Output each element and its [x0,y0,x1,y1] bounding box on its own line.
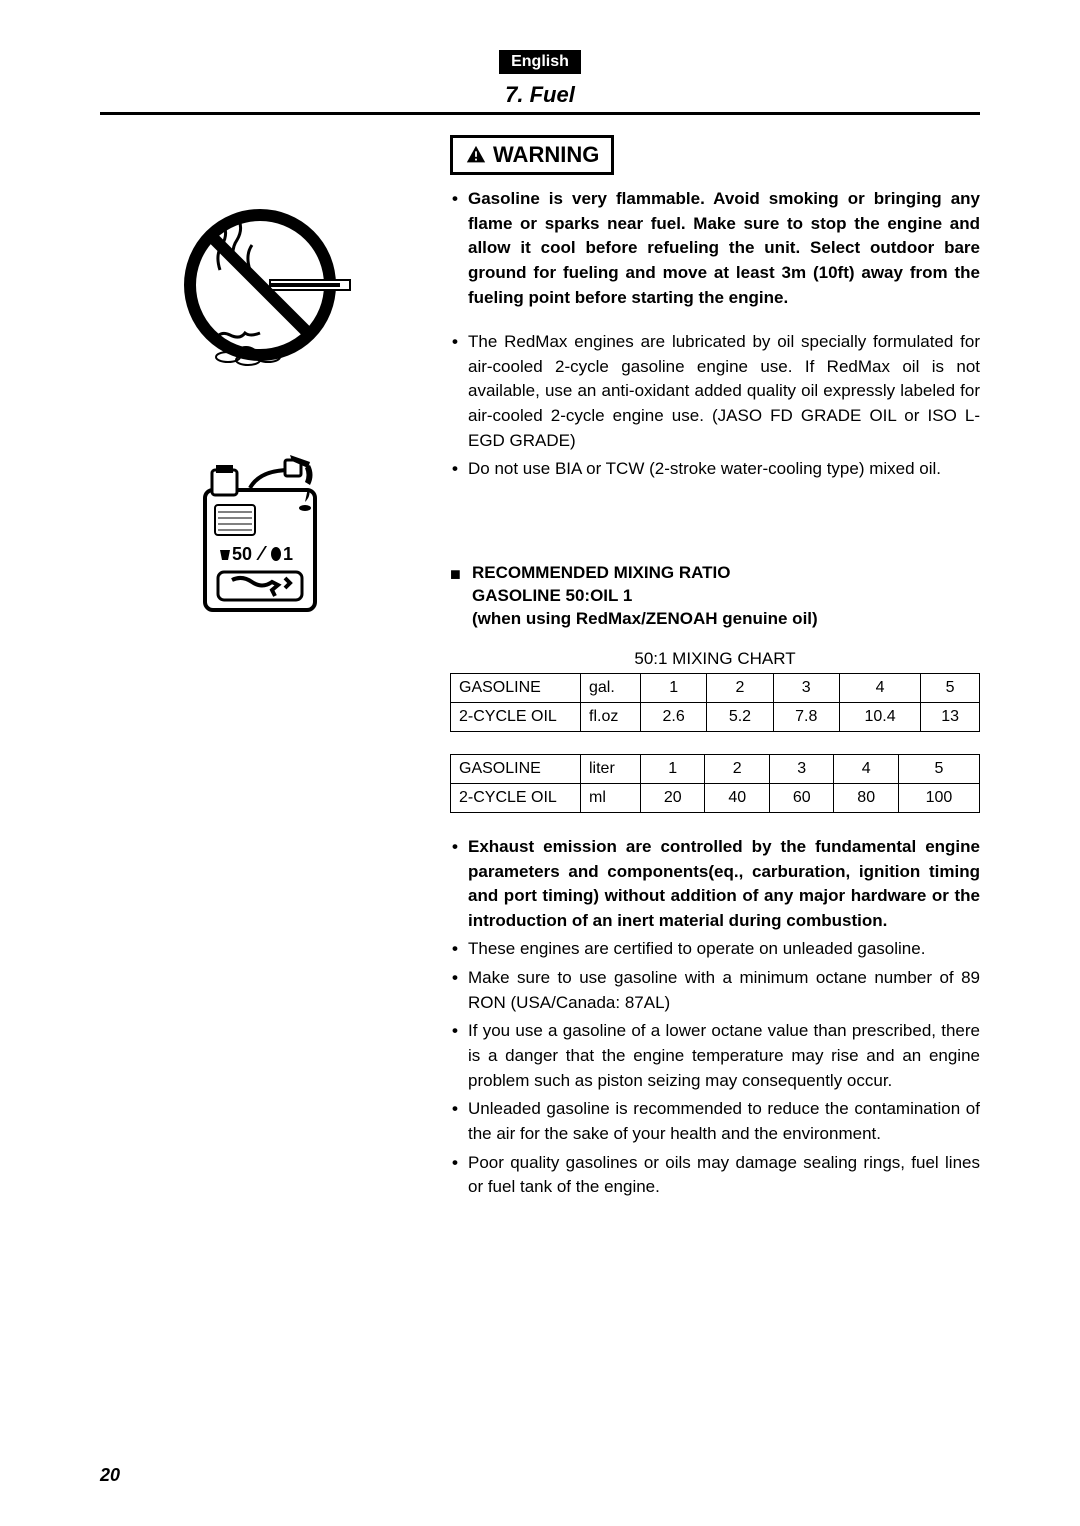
table-cell: 3 [769,754,833,783]
table-cell: 4 [834,754,898,783]
bullet-item: Exhaust emission are controlled by the f… [450,835,980,934]
table-cell: 5 [898,754,979,783]
chart-title: 50:1 MIXING CHART [450,649,980,669]
table-cell-label: GASOLINE [451,754,581,783]
left-column: 50 ⁄ 1 [100,135,420,1220]
table-cell: 20 [641,783,705,812]
mixing-ratio-header: RECOMMENDED MIXING RATIO GASOLINE 50:OIL… [450,562,980,631]
table-row: GASOLINE gal. 1 2 3 4 5 [451,673,980,702]
table-cell: 5.2 [707,702,773,731]
warning-icon [465,144,487,166]
table-cell-unit: gal. [581,673,641,702]
mixing-table-metric: GASOLINE liter 1 2 3 4 5 2-CYCLE OIL ml … [450,754,980,813]
fuel-can-illustration: 50 ⁄ 1 [100,450,420,635]
table-row: 2-CYCLE OIL ml 20 40 60 80 100 [451,783,980,812]
table-cell-label: 2-CYCLE OIL [451,783,581,812]
table-cell: 60 [769,783,833,812]
bullet-item: Make sure to use gasoline with a minimum… [450,966,980,1015]
warning-bullet-list: Gasoline is very flammable. Avoid smokin… [450,187,980,310]
top-bullet-list: The RedMax engines are lubricated by oil… [450,330,980,482]
table-cell: 1 [641,673,707,702]
page-number: 20 [100,1465,120,1486]
svg-text:1: 1 [283,544,293,564]
bullet-item: The RedMax engines are lubricated by oil… [450,330,980,453]
bullet-item: Unleaded gasoline is recommended to redu… [450,1097,980,1146]
table-cell: 1 [641,754,705,783]
table-cell: 40 [705,783,769,812]
table-cell-label: 2-CYCLE OIL [451,702,581,731]
language-badge: English [499,50,581,74]
table-cell-label: GASOLINE [451,673,581,702]
table-row: GASOLINE liter 1 2 3 4 5 [451,754,980,783]
right-column: WARNING Gasoline is very flammable. Avoi… [450,135,980,1220]
mixing-table-imperial: GASOLINE gal. 1 2 3 4 5 2-CYCLE OIL fl.o… [450,673,980,732]
table-cell: 7.8 [773,702,839,731]
table-cell: 80 [834,783,898,812]
warning-label: WARNING [493,142,599,168]
table-cell: 13 [921,702,980,731]
table-cell-unit: ml [581,783,641,812]
mixing-line1: RECOMMENDED MIXING RATIO [472,563,730,582]
table-cell-unit: liter [581,754,641,783]
table-cell: 2 [707,673,773,702]
warning-text: Gasoline is very flammable. Avoid smokin… [450,187,980,310]
mixing-line2: GASOLINE 50:OIL 1 [472,586,632,605]
bullet-item: These engines are certified to operate o… [450,937,980,962]
table-cell: 10.4 [839,702,920,731]
section-title: 7. Fuel [100,82,980,108]
table-row: 2-CYCLE OIL fl.oz 2.6 5.2 7.8 10.4 13 [451,702,980,731]
bullet-item: If you use a gasoline of a lower octane … [450,1019,980,1093]
table-cell: 3 [773,673,839,702]
bullet-item: Poor quality gasolines or oils may damag… [450,1151,980,1200]
table-cell: 2.6 [641,702,707,731]
mixing-line3: (when using RedMax/ZENOAH genuine oil) [472,609,818,628]
warning-box: WARNING [450,135,614,175]
table-cell: 4 [839,673,920,702]
bottom-bullet-list: Exhaust emission are controlled by the f… [450,835,980,1200]
svg-text:50: 50 [232,544,252,564]
table-cell-unit: fl.oz [581,702,641,731]
table-cell: 5 [921,673,980,702]
table-cell: 100 [898,783,979,812]
bullet-item: Do not use BIA or TCW (2-stroke water-co… [450,457,980,482]
prohibition-illustration [100,185,420,390]
title-underline [100,112,980,115]
table-cell: 2 [705,754,769,783]
